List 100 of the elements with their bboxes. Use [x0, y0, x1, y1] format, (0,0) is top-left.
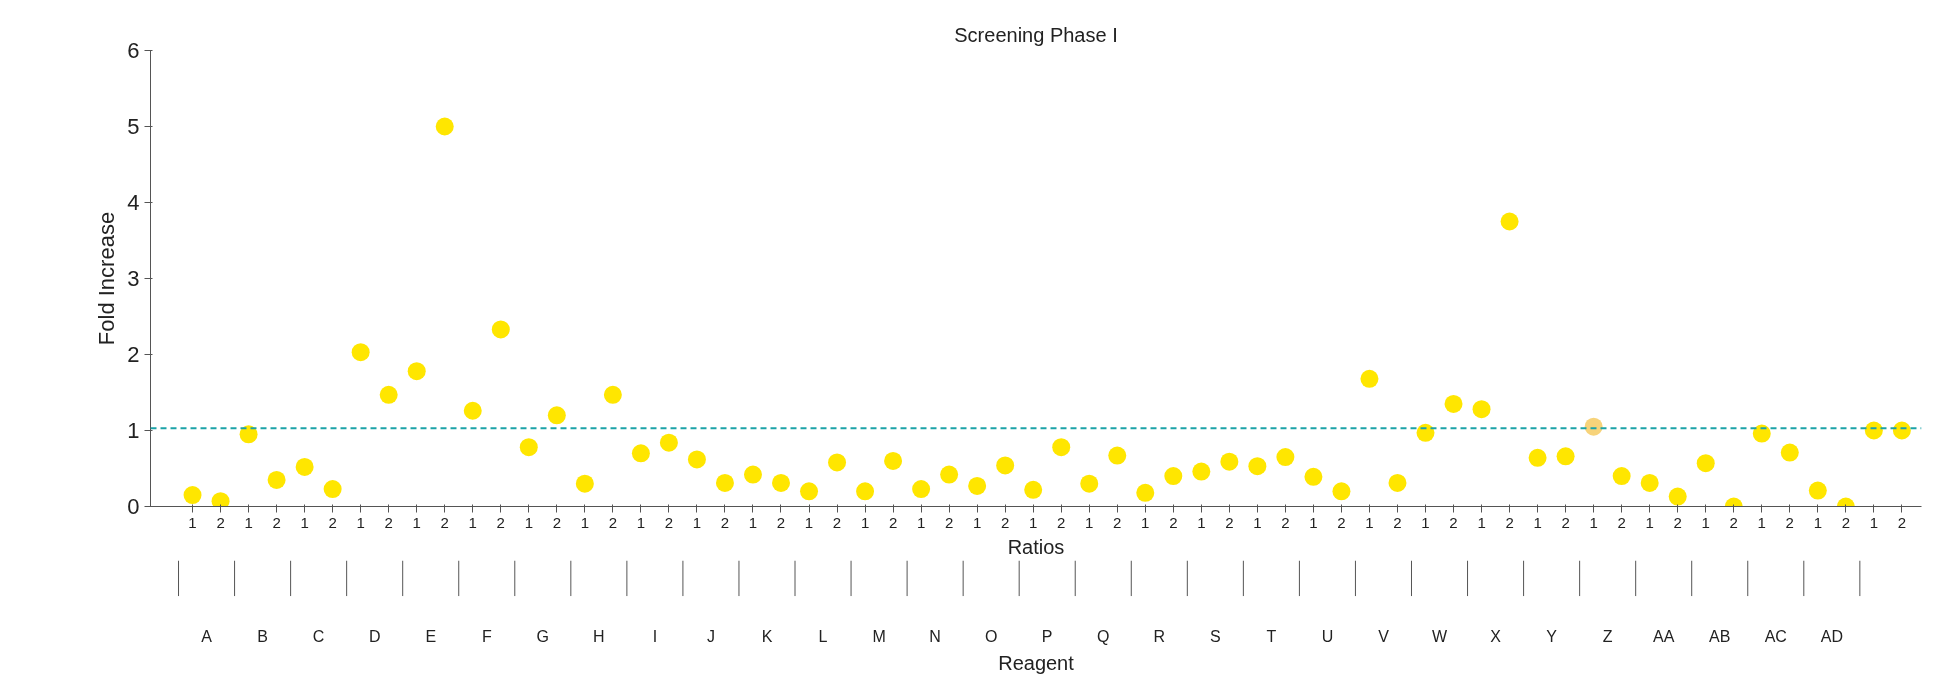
y-tick-label: 4	[127, 190, 140, 215]
x-tick-label: 2	[1729, 513, 1738, 531]
x-tick-label: 2	[440, 513, 449, 531]
x-tick-label: 1	[1813, 513, 1822, 531]
y-tick-label: 2	[127, 342, 140, 367]
x-tick-label: 2	[384, 513, 393, 531]
x-tick-label: 2	[552, 513, 561, 531]
x-tick-label: 2	[1113, 513, 1122, 531]
x-tick-label: 2	[496, 513, 505, 531]
text: Q	[1097, 627, 1110, 645]
x-tick-label: 1	[1533, 513, 1542, 531]
y-tick-label: 3	[127, 266, 140, 291]
x-tick-label: 1	[356, 513, 365, 531]
x-tick-label: 2	[1225, 513, 1234, 531]
x-tick-label: 2	[272, 513, 281, 531]
x-axis-title: Ratios	[1007, 535, 1065, 558]
x-tick-label: 2	[216, 513, 225, 531]
text: AD	[1820, 627, 1843, 645]
chart-title: Screening Phase I	[954, 23, 1118, 46]
text: K	[761, 627, 773, 645]
x-tick-label: 2	[1897, 513, 1907, 531]
x-tick-label: 2	[720, 513, 730, 531]
x-tick-label: 2	[1169, 513, 1178, 531]
text: A	[201, 627, 213, 645]
x-tick-label: 2	[888, 513, 898, 531]
x-tick-label: 2	[328, 513, 337, 531]
text: S	[1210, 627, 1221, 645]
text: H	[593, 627, 605, 645]
x-tick-label: 1	[1757, 513, 1766, 531]
text: Y	[1546, 627, 1558, 645]
y-tick-label: 1	[127, 418, 140, 443]
x-tick-label: 1	[580, 513, 590, 531]
x-tick-label: 2	[1393, 513, 1402, 531]
x-tick-label: 1	[1197, 513, 1206, 531]
x-tick-label: 2	[776, 513, 786, 531]
x-tick-label: 2	[1505, 513, 1514, 531]
text: U	[1321, 627, 1334, 645]
x-tick-label: 2	[1057, 513, 1066, 531]
y-tick-label: 6	[127, 38, 140, 63]
text: AA	[1653, 627, 1675, 645]
x-tick-label: 1	[524, 513, 533, 531]
x-tick-label: 1	[412, 513, 421, 531]
x-tick-label: 1	[860, 513, 870, 531]
text: R	[1153, 627, 1166, 645]
x-tick-label: 2	[608, 513, 618, 531]
x-tick-label: 1	[1645, 513, 1654, 531]
x-tick-label: 1	[1421, 513, 1430, 531]
text: Reagent	[998, 651, 1075, 674]
text: D	[368, 627, 381, 645]
text: B	[257, 627, 268, 645]
text: O	[984, 627, 998, 645]
text: T	[1266, 627, 1277, 645]
text: AB	[1709, 627, 1731, 645]
text: E	[425, 627, 437, 645]
x-tick-label: 1	[300, 513, 309, 531]
text: M	[872, 627, 886, 645]
x-tick-label: 1	[636, 513, 646, 531]
x-tick-label: 2	[1785, 513, 1794, 531]
x-tick-label: 2	[1673, 513, 1682, 531]
x-tick-label: 1	[244, 513, 253, 531]
x-tick-label: 1	[1589, 513, 1598, 531]
text: W	[1431, 627, 1448, 645]
x-tick-label: 2	[1281, 513, 1290, 531]
text: X	[1490, 627, 1502, 645]
text: J	[706, 627, 715, 645]
x-tick-label: 1	[972, 513, 982, 531]
x-tick-label: 1	[188, 513, 197, 531]
x-tick-label: 2	[1449, 513, 1458, 531]
text: G	[536, 627, 550, 645]
x-tick-label: 1	[1869, 513, 1879, 531]
x-tick-label: 2	[832, 513, 842, 531]
y-tick-label: 0	[127, 494, 140, 519]
x-tick-label: 1	[1701, 513, 1710, 531]
y-axis-title: Fold Increase	[94, 211, 120, 346]
y-tick-label: 5	[127, 114, 140, 139]
text: P	[1041, 627, 1053, 645]
x-tick-label: 2	[944, 513, 954, 531]
x-tick-label: 1	[1365, 513, 1374, 531]
text: Z	[1602, 627, 1613, 645]
x-tick-label: 2	[1001, 513, 1010, 531]
x-tick-label: 1	[692, 513, 702, 531]
x-tick-label: 1	[1253, 513, 1262, 531]
text: I	[652, 627, 658, 645]
x-tick-label: 1	[1085, 513, 1094, 531]
text: C	[312, 627, 325, 645]
x-tick-label: 1	[748, 513, 758, 531]
x-tick-label: 2	[664, 513, 674, 531]
text: L	[818, 627, 828, 645]
text: V	[1378, 627, 1390, 645]
text: F	[481, 627, 492, 645]
x-tick-label: 1	[1309, 513, 1318, 531]
x-tick-label: 1	[468, 513, 477, 531]
x-tick-label: 1	[804, 513, 814, 531]
text: N	[929, 627, 941, 645]
x-tick-label: 2	[1337, 513, 1346, 531]
text: AC	[1764, 627, 1787, 645]
x-tick-label: 2	[1561, 513, 1570, 531]
x-tick-label: 1	[1477, 513, 1486, 531]
x-tick-label: 2	[1841, 513, 1851, 531]
x-tick-label: 1	[1141, 513, 1150, 531]
